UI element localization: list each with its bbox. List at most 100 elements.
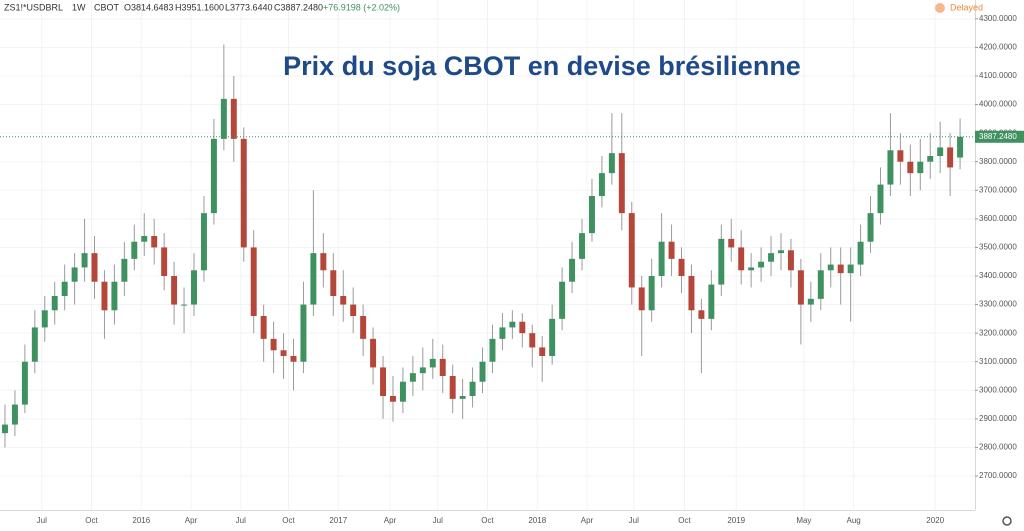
candle-body [817, 270, 824, 299]
candle-body [370, 338, 377, 368]
candle-body [907, 161, 914, 174]
x-tick-label: Aug [847, 516, 861, 525]
open-label: O3814.6483 [124, 2, 174, 12]
candle-body [210, 138, 217, 214]
x-tick-label: 2016 [132, 516, 150, 525]
candle-body [141, 236, 148, 242]
y-tick-label: 4300.0000 [979, 14, 1017, 23]
candle-body [390, 396, 396, 402]
candle-body [887, 150, 894, 185]
y-tick-label: 4200.0000 [979, 43, 1017, 52]
candle-body [559, 281, 566, 319]
y-tick-label: 3300.0000 [979, 300, 1017, 309]
x-tick-label: Jul [629, 516, 639, 525]
candle-body [499, 327, 506, 339]
candle-body [459, 396, 466, 399]
interval: 1W [72, 2, 86, 12]
candle-body [439, 358, 446, 376]
candle-body [449, 376, 456, 399]
candle-body [768, 253, 775, 262]
candle-body [240, 138, 247, 248]
candle-body [61, 281, 68, 296]
exchange: CBOT [94, 2, 120, 12]
candle-body [569, 258, 576, 282]
low-label: L3773.6440 [225, 2, 273, 12]
x-tick-label: Apr [384, 516, 397, 525]
candle-body [300, 304, 307, 362]
candle-body [658, 241, 665, 276]
candle-body [519, 321, 526, 334]
candle-body [1, 424, 8, 434]
candle-body [877, 184, 884, 214]
candle-body [320, 253, 327, 271]
candle-body [758, 261, 765, 268]
candle-body [469, 381, 476, 396]
candle-body [340, 296, 347, 305]
symbol: ZS1!*USDBRL [4, 2, 63, 12]
x-tick-label: May [796, 516, 811, 525]
chart-title: Prix du soja CBOT en devise brésilienne [283, 51, 801, 81]
candle-body [628, 213, 635, 288]
candle-body [310, 253, 317, 305]
candle-body [280, 350, 287, 356]
candle-body [648, 276, 655, 311]
candle-body [509, 321, 516, 328]
candle-body [718, 238, 725, 285]
candle-body [161, 247, 168, 276]
candle-body [51, 296, 58, 311]
y-tick-label: 3400.0000 [979, 271, 1017, 280]
candle-body [588, 196, 595, 234]
y-tick-label: 2900.0000 [979, 414, 1017, 423]
y-tick-label: 2700.0000 [979, 471, 1017, 480]
y-tick-label: 3100.0000 [979, 357, 1017, 366]
y-tick-label: 3200.0000 [979, 328, 1017, 337]
candle-body [937, 147, 944, 156]
candle-body [708, 284, 715, 319]
candle-body [957, 136, 964, 158]
x-tick-label: Oct [85, 516, 98, 525]
candle-body [11, 404, 18, 425]
candle-body [927, 156, 934, 162]
candle-body [917, 161, 924, 174]
candle-body [778, 250, 784, 254]
y-tick-label: 3700.0000 [979, 185, 1017, 194]
y-tick-label: 3800.0000 [979, 157, 1017, 166]
candle-body [738, 247, 745, 271]
x-tick-label: Jul [433, 516, 443, 525]
x-tick-label: Jul [236, 516, 246, 525]
x-tick-label: Apr [581, 516, 594, 525]
candle-body [598, 173, 605, 196]
candle-body [230, 98, 237, 139]
candle-body [897, 150, 904, 162]
candle-body [549, 318, 556, 356]
candle-body [131, 241, 138, 259]
candle-body [21, 361, 28, 405]
x-tick-label: Jul [37, 516, 47, 525]
delayed: Delayed [950, 2, 983, 12]
candle-body [827, 264, 834, 271]
candle-body [857, 241, 864, 265]
y-tick-label: 3000.0000 [979, 385, 1017, 394]
x-tick-label: 2019 [727, 516, 745, 525]
candle-body [748, 267, 755, 271]
candle-body [121, 258, 128, 282]
candle-body [290, 356, 297, 362]
y-tick-label: 2800.0000 [979, 443, 1017, 452]
candle-body [807, 298, 814, 305]
candle-body [260, 316, 267, 339]
candle-body [200, 213, 207, 271]
high-label: H3951.1600 [175, 2, 224, 12]
x-tick-label: 2018 [528, 516, 546, 525]
candle-body [419, 367, 426, 374]
candle-body [787, 250, 794, 271]
change-label: +76.9198 (+2.02%) [323, 2, 400, 12]
candle-body [698, 310, 705, 319]
candle-body [579, 233, 585, 259]
candle-body [380, 367, 387, 396]
candle-body [181, 304, 188, 306]
candle-body [111, 281, 118, 311]
candle-body [41, 310, 48, 328]
candle-body [847, 264, 854, 274]
x-tick-label: Oct [282, 516, 295, 525]
settings-icon[interactable] [1002, 516, 1012, 526]
